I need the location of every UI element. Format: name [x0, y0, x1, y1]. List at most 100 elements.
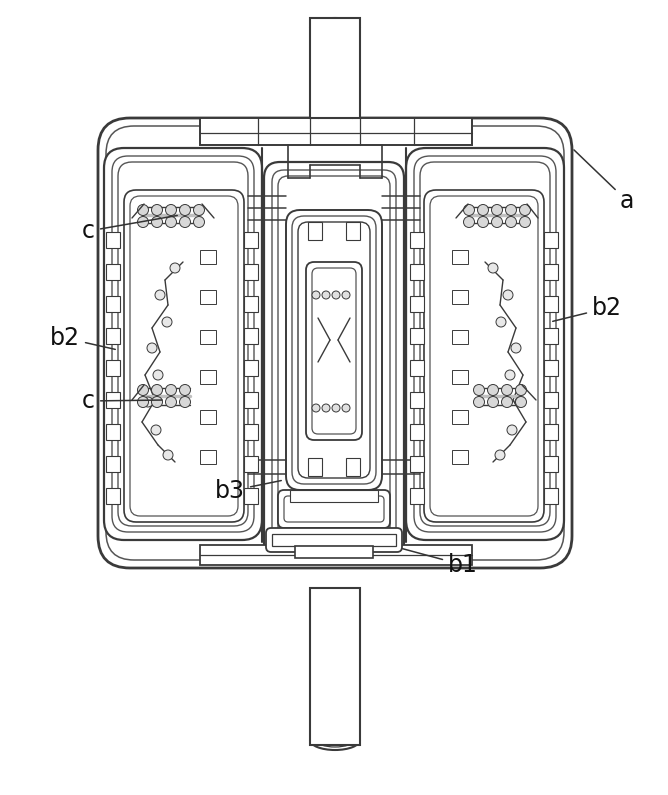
Circle shape: [152, 204, 162, 215]
Text: a: a: [574, 150, 635, 213]
Circle shape: [152, 216, 162, 227]
Circle shape: [180, 397, 190, 408]
FancyBboxPatch shape: [112, 156, 254, 532]
Bar: [544, 488, 558, 504]
Bar: [410, 392, 424, 408]
Bar: [106, 232, 120, 248]
Circle shape: [170, 263, 180, 273]
Circle shape: [515, 397, 525, 407]
Text: b1: b1: [403, 549, 478, 577]
Bar: [244, 392, 258, 408]
FancyBboxPatch shape: [306, 262, 362, 440]
Circle shape: [312, 404, 320, 412]
FancyBboxPatch shape: [414, 156, 556, 532]
FancyBboxPatch shape: [118, 162, 248, 526]
Circle shape: [505, 370, 515, 380]
Circle shape: [138, 397, 148, 408]
Bar: [308, 222, 322, 240]
Bar: [244, 456, 258, 472]
FancyBboxPatch shape: [266, 528, 402, 552]
Circle shape: [478, 204, 488, 215]
Circle shape: [138, 385, 148, 395]
Circle shape: [143, 397, 153, 407]
Circle shape: [162, 317, 172, 327]
Bar: [106, 456, 120, 472]
Circle shape: [194, 204, 204, 215]
Circle shape: [166, 204, 176, 215]
Bar: [200, 370, 216, 384]
Bar: [244, 232, 258, 248]
Circle shape: [464, 204, 474, 215]
Circle shape: [152, 385, 162, 395]
FancyBboxPatch shape: [98, 118, 572, 568]
Circle shape: [506, 204, 516, 215]
Bar: [106, 264, 120, 280]
FancyBboxPatch shape: [124, 190, 244, 522]
Bar: [200, 450, 216, 464]
Circle shape: [332, 404, 340, 412]
Circle shape: [322, 404, 330, 412]
Circle shape: [516, 397, 526, 408]
Bar: [106, 488, 120, 504]
Circle shape: [478, 216, 488, 227]
Bar: [244, 360, 258, 376]
Circle shape: [166, 216, 176, 227]
Bar: [544, 360, 558, 376]
FancyBboxPatch shape: [272, 170, 396, 550]
Circle shape: [166, 385, 176, 395]
Bar: [452, 250, 468, 264]
Bar: [106, 328, 120, 344]
Bar: [308, 458, 322, 476]
Bar: [452, 410, 468, 424]
Bar: [244, 296, 258, 312]
Circle shape: [151, 425, 161, 435]
Text: c: c: [82, 215, 177, 243]
Circle shape: [474, 385, 484, 395]
FancyBboxPatch shape: [420, 162, 550, 526]
Circle shape: [520, 204, 530, 215]
Circle shape: [180, 204, 190, 215]
Circle shape: [153, 370, 163, 380]
Bar: [106, 360, 120, 376]
FancyBboxPatch shape: [298, 222, 370, 478]
Circle shape: [492, 216, 502, 227]
Circle shape: [163, 450, 173, 460]
Bar: [106, 424, 120, 440]
Bar: [346, 222, 360, 240]
Circle shape: [502, 385, 512, 395]
FancyBboxPatch shape: [284, 496, 384, 522]
Bar: [244, 488, 258, 504]
FancyBboxPatch shape: [312, 268, 356, 434]
Circle shape: [464, 216, 474, 227]
Circle shape: [488, 397, 498, 408]
Circle shape: [488, 263, 498, 273]
Circle shape: [511, 343, 521, 353]
Bar: [452, 450, 468, 464]
Circle shape: [138, 216, 148, 227]
FancyBboxPatch shape: [406, 148, 564, 540]
Circle shape: [520, 216, 530, 227]
FancyBboxPatch shape: [104, 148, 262, 540]
Circle shape: [488, 385, 498, 395]
FancyBboxPatch shape: [430, 196, 538, 516]
Bar: [410, 264, 424, 280]
Bar: [200, 118, 472, 145]
Bar: [346, 458, 360, 476]
FancyBboxPatch shape: [278, 490, 390, 528]
Circle shape: [180, 216, 190, 227]
FancyBboxPatch shape: [106, 126, 564, 560]
Bar: [106, 296, 120, 312]
Bar: [106, 392, 120, 408]
Circle shape: [507, 425, 517, 435]
Circle shape: [322, 291, 330, 299]
Text: b2: b2: [50, 326, 116, 350]
Circle shape: [496, 317, 506, 327]
Circle shape: [194, 216, 204, 227]
Bar: [410, 296, 424, 312]
Bar: [452, 290, 468, 304]
Bar: [272, 534, 396, 546]
Bar: [410, 488, 424, 504]
Circle shape: [474, 397, 484, 408]
Circle shape: [516, 385, 526, 395]
Circle shape: [147, 343, 157, 353]
